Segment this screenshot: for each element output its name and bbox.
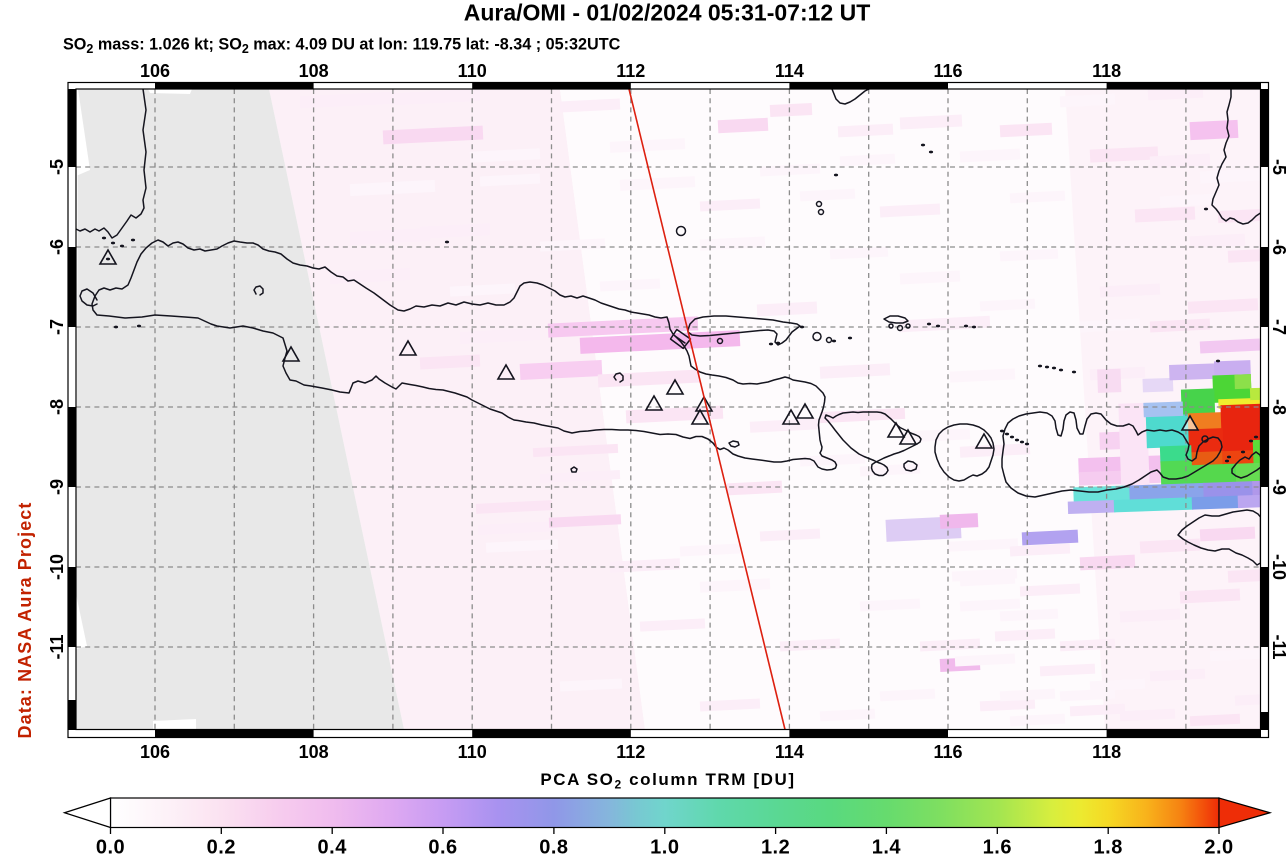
svg-text:-11: -11 [1269, 634, 1288, 659]
svg-text:1.2: 1.2 [761, 837, 790, 855]
svg-text:-11: -11 [47, 634, 67, 659]
svg-text:114: 114 [775, 742, 804, 762]
svg-text:PCA SO2 column TRM [DU]: PCA SO2 column TRM [DU] [540, 770, 795, 792]
svg-text:-7: -7 [1269, 319, 1288, 335]
svg-text:116: 116 [933, 742, 962, 762]
svg-text:106: 106 [140, 742, 170, 762]
svg-text:118: 118 [1092, 742, 1121, 762]
svg-text:2.0: 2.0 [1204, 837, 1233, 855]
svg-text:1.6: 1.6 [983, 837, 1012, 855]
svg-text:0.8: 0.8 [539, 837, 568, 855]
svg-text:-9: -9 [1269, 479, 1288, 495]
svg-text:1.0: 1.0 [650, 837, 679, 855]
svg-text:108: 108 [299, 742, 329, 762]
svg-text:-6: -6 [1269, 239, 1288, 255]
svg-text:106: 106 [140, 61, 170, 81]
svg-text:Aura/OMI - 01/02/2024 05:31-07: Aura/OMI - 01/02/2024 05:31-07:12 UT [464, 0, 871, 26]
svg-text:-6: -6 [47, 239, 67, 255]
svg-text:-7: -7 [47, 319, 67, 335]
svg-text:0.4: 0.4 [318, 837, 348, 855]
svg-text:Data: NASA Aura Project: Data: NASA Aura Project [15, 501, 35, 738]
svg-text:-10: -10 [47, 554, 67, 580]
svg-text:-8: -8 [1269, 399, 1288, 415]
svg-text:-5: -5 [1269, 159, 1288, 175]
svg-text:0.2: 0.2 [207, 837, 236, 855]
svg-text:0.6: 0.6 [428, 837, 457, 855]
svg-text:110: 110 [458, 742, 487, 762]
svg-text:-8: -8 [47, 399, 67, 415]
svg-text:SO2 mass: 1.026 kt; SO2 max: 4: SO2 mass: 1.026 kt; SO2 max: 4.09 DU at … [63, 36, 621, 57]
svg-text:114: 114 [775, 61, 804, 81]
svg-text:1.8: 1.8 [1094, 837, 1123, 855]
svg-text:112: 112 [616, 742, 645, 762]
svg-text:112: 112 [616, 61, 645, 81]
svg-text:1.4: 1.4 [872, 837, 902, 855]
svg-text:110: 110 [458, 61, 487, 81]
svg-text:-5: -5 [47, 159, 67, 175]
svg-text:108: 108 [299, 61, 329, 81]
svg-text:116: 116 [933, 61, 962, 81]
svg-text:-10: -10 [1269, 554, 1288, 580]
svg-text:118: 118 [1092, 61, 1121, 81]
svg-text:0.0: 0.0 [96, 837, 125, 855]
svg-text:-9: -9 [47, 479, 67, 495]
